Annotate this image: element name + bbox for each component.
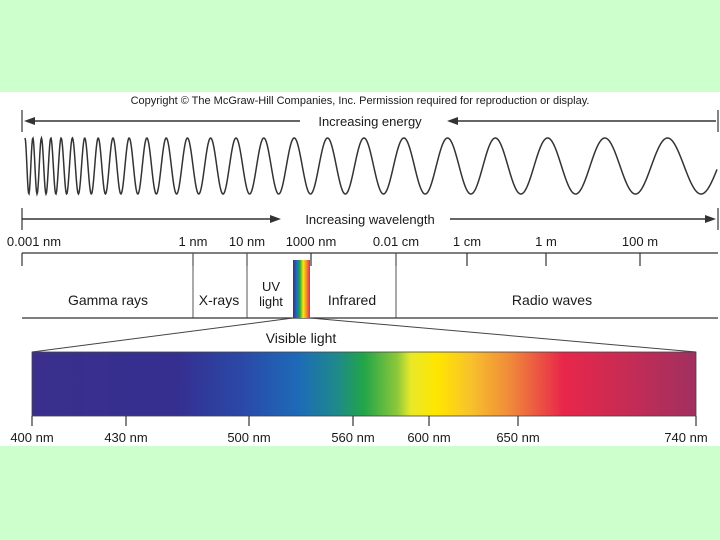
region-uv-label-line2: light xyxy=(259,294,283,309)
visible-tick-label: 560 nm xyxy=(331,430,374,445)
chirp-wave xyxy=(24,135,718,197)
energy-arrowhead-left xyxy=(24,117,35,125)
scale-tick-label: 100 m xyxy=(622,234,658,249)
visible-tick-label: 400 nm xyxy=(10,430,53,445)
scale-tick-label: 1000 nm xyxy=(286,234,337,249)
scale-tick-label: 1 cm xyxy=(453,234,481,249)
visible-tick-label: 430 nm xyxy=(104,430,147,445)
region-radio-label: Radio waves xyxy=(512,292,592,308)
visible-spectrum-bar xyxy=(31,351,697,417)
region-uv-label-line1: UV xyxy=(262,279,280,294)
visible-tick-label: 740 nm xyxy=(664,430,707,445)
copyright-notice: Copyright © The McGraw-Hill Companies, I… xyxy=(131,95,590,107)
spectrum-diagram: Copyright © The McGraw-Hill Companies, I… xyxy=(7,95,719,445)
region-infrared-label: Infrared xyxy=(328,292,376,308)
scale-tick-label: 1 m xyxy=(535,234,557,249)
wavelength-arrowhead-right xyxy=(705,215,716,223)
visible-light-label: Visible light xyxy=(266,330,337,346)
scale-tick-label: 0.01 cm xyxy=(373,234,419,249)
visible-tick-label: 500 nm xyxy=(227,430,270,445)
figure-panel: Copyright © The McGraw-Hill Companies, I… xyxy=(0,92,720,446)
energy-arrowhead-right xyxy=(447,117,458,125)
zoom-line-left xyxy=(31,317,294,353)
region-xrays-label: X-rays xyxy=(199,292,239,308)
wavelength-label: Increasing wavelength xyxy=(305,212,434,227)
visible-tick-label: 600 nm xyxy=(407,430,450,445)
scale-tick-label: 1 nm xyxy=(179,234,208,249)
scale-tick-label: 10 nm xyxy=(229,234,265,249)
scale-tick-label: 0.001 nm xyxy=(7,234,61,249)
energy-label: Increasing energy xyxy=(318,114,422,129)
visible-tick-label: 650 nm xyxy=(496,430,539,445)
region-gamma-label: Gamma rays xyxy=(68,292,148,308)
wavelength-arrowhead-left xyxy=(270,215,281,223)
visible-band-marker xyxy=(293,260,310,318)
zoom-line-right xyxy=(309,317,697,353)
